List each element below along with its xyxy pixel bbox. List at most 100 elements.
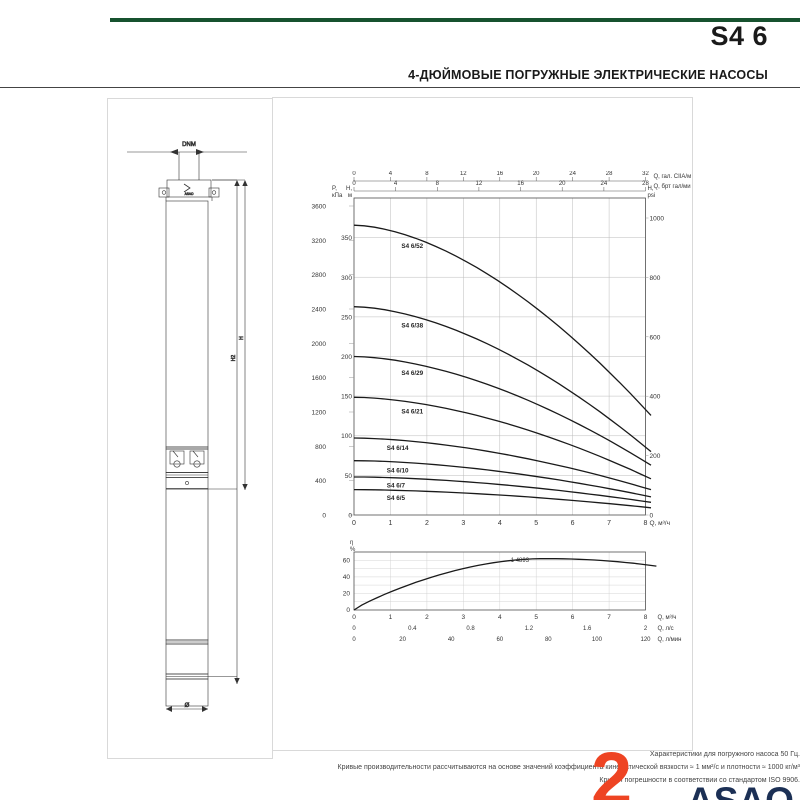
svg-text:12: 12 [460, 171, 467, 177]
svg-text:H2: H2 [231, 355, 237, 362]
svg-text:3: 3 [461, 520, 465, 527]
svg-text:S4 6/10: S4 6/10 [387, 467, 409, 474]
svg-text:2: 2 [425, 614, 429, 621]
svg-text:16: 16 [496, 171, 503, 177]
svg-text:5: 5 [534, 614, 538, 621]
svg-text:0: 0 [352, 520, 356, 527]
svg-text:S4 6/14: S4 6/14 [387, 445, 409, 452]
svg-text:2: 2 [425, 520, 429, 527]
svg-text:800: 800 [650, 275, 661, 282]
svg-text:40: 40 [448, 637, 455, 643]
svg-text:150: 150 [341, 394, 352, 401]
svg-text:24: 24 [569, 171, 576, 177]
svg-text:4: 4 [498, 614, 502, 621]
svg-text:2: 2 [644, 626, 648, 632]
svg-text:0: 0 [348, 513, 352, 520]
svg-text:Q, м³/ч: Q, м³/ч [650, 520, 671, 527]
svg-text:2800: 2800 [312, 272, 327, 279]
svg-text:20: 20 [533, 171, 540, 177]
svg-text:1.2: 1.2 [525, 626, 534, 632]
svg-text:Q, л/мин: Q, л/мин [658, 637, 682, 643]
svg-text:%: % [350, 547, 356, 553]
svg-text:Q, м³/ч: Q, м³/ч [658, 615, 677, 621]
svg-text:S4 6/29: S4 6/29 [401, 370, 423, 377]
svg-text:200: 200 [650, 453, 661, 460]
svg-text:400: 400 [650, 394, 661, 401]
svg-text:250: 250 [341, 314, 352, 321]
svg-text:60: 60 [496, 637, 503, 643]
svg-text:8: 8 [436, 181, 440, 187]
svg-text:300: 300 [341, 275, 352, 282]
svg-text:400: 400 [315, 478, 326, 485]
svg-text:32: 32 [642, 171, 649, 177]
svg-text:S4 6/38: S4 6/38 [401, 323, 423, 330]
svg-text:1: 1 [389, 614, 393, 621]
svg-text:0: 0 [352, 171, 356, 177]
svg-text:2: 2 [591, 737, 632, 800]
svg-text:ASAO: ASAO [185, 192, 194, 196]
svg-text:ASAO: ASAO [687, 780, 794, 800]
svg-text:H,: H, [346, 186, 352, 192]
svg-text:100: 100 [592, 637, 603, 643]
svg-text:0.4: 0.4 [408, 626, 417, 632]
svg-text:3: 3 [461, 614, 465, 621]
svg-text:28: 28 [606, 171, 613, 177]
svg-text:кПа: кПа [332, 193, 343, 199]
svg-text:0: 0 [650, 513, 654, 520]
svg-text:1600: 1600 [312, 375, 327, 382]
svg-text:20: 20 [399, 637, 406, 643]
svg-text:8: 8 [425, 171, 429, 177]
svg-text:1200: 1200 [312, 410, 327, 417]
svg-text:H,: H, [648, 186, 654, 192]
svg-text:60: 60 [343, 558, 351, 565]
svg-text:20: 20 [343, 591, 351, 598]
svg-text:1: 1 [388, 520, 392, 527]
svg-text:2000: 2000 [312, 341, 327, 348]
svg-text:Q, брт гал/мин: Q, брт гал/мин [654, 184, 692, 190]
svg-text:0: 0 [346, 607, 350, 614]
svg-text:DNM: DNM [182, 142, 196, 148]
svg-text:8: 8 [644, 614, 648, 621]
svg-text:80: 80 [545, 637, 552, 643]
svg-text:8: 8 [644, 520, 648, 527]
svg-text:psi: psi [648, 193, 656, 199]
svg-text:1.6: 1.6 [583, 626, 592, 632]
svg-text:4: 4 [389, 171, 393, 177]
svg-text:4: 4 [498, 520, 502, 527]
svg-text:7: 7 [607, 520, 611, 527]
svg-text:H: H [239, 336, 245, 340]
svg-text:4: 4 [394, 181, 398, 187]
svg-text:12: 12 [476, 181, 483, 187]
svg-text:P,: P, [332, 186, 337, 192]
svg-text:120: 120 [640, 637, 651, 643]
svg-text:0: 0 [322, 513, 326, 520]
svg-text:350: 350 [341, 235, 352, 242]
svg-text:2400: 2400 [312, 307, 327, 314]
svg-text:S4 6/21: S4 6/21 [401, 409, 423, 416]
svg-text:20: 20 [559, 181, 566, 187]
svg-text:0: 0 [352, 614, 356, 621]
svg-text:Q, л/с: Q, л/с [658, 626, 674, 632]
svg-text:η: η [350, 540, 353, 546]
svg-text:S4 6/52: S4 6/52 [401, 243, 423, 250]
svg-text:3200: 3200 [312, 238, 327, 245]
svg-text:24: 24 [601, 181, 608, 187]
svg-text:3600: 3600 [312, 204, 327, 211]
svg-text:800: 800 [315, 444, 326, 451]
svg-text:16: 16 [517, 181, 524, 187]
svg-text:м: м [348, 193, 352, 199]
svg-text:0.8: 0.8 [466, 626, 475, 632]
svg-text:6: 6 [571, 520, 575, 527]
svg-text:S4 6/7: S4 6/7 [387, 483, 406, 490]
svg-text:0: 0 [352, 637, 356, 643]
svg-text:Q, гал. CIIA/мин: Q, гал. CIIA/мин [654, 174, 692, 180]
svg-text:40: 40 [343, 574, 351, 581]
svg-text:1 4893: 1 4893 [511, 558, 530, 564]
svg-text:1000: 1000 [650, 216, 665, 223]
svg-text:200: 200 [341, 354, 352, 361]
svg-text:0: 0 [352, 181, 356, 187]
svg-text:50: 50 [345, 473, 353, 480]
svg-text:6: 6 [571, 614, 575, 621]
svg-text:100: 100 [341, 433, 352, 440]
svg-text:Ø: Ø [185, 703, 190, 709]
